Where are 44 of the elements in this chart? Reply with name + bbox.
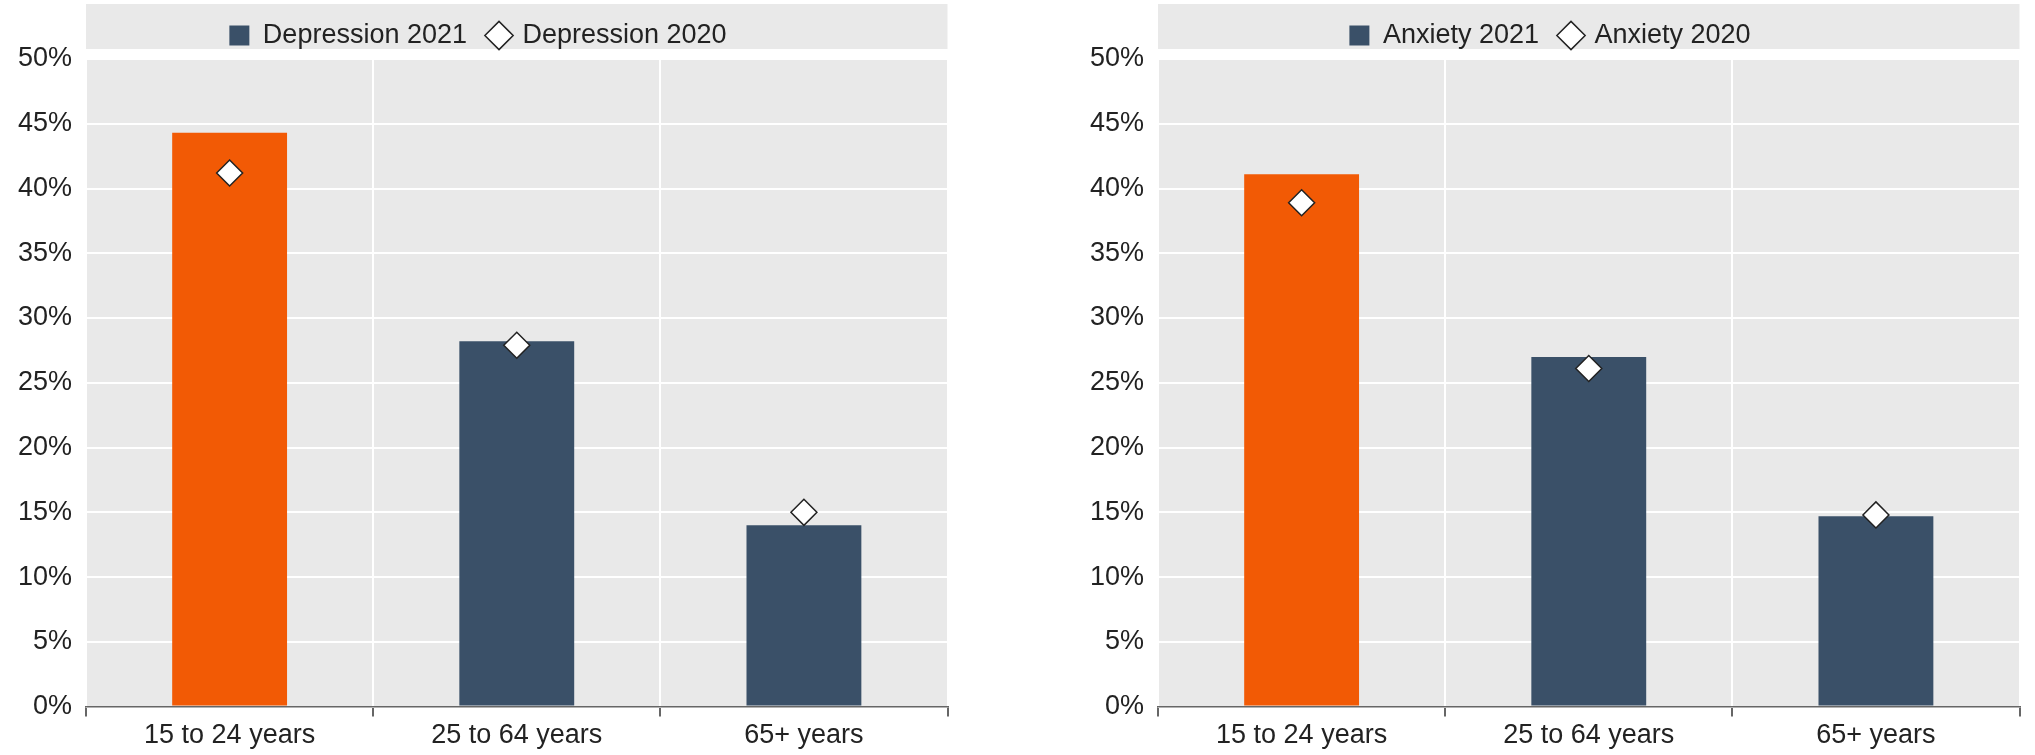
- y-tick-label: 0%: [1105, 690, 1145, 721]
- legend-label: Depression 2021: [262, 18, 468, 49]
- bar: [1531, 356, 1647, 706]
- y-tick-label: 5%: [1105, 625, 1145, 656]
- x-tick-label: 25 to 64 years: [1503, 719, 1675, 750]
- x-tick-label: 15 to 24 years: [1216, 719, 1388, 750]
- y-tick-label: 25%: [1089, 366, 1145, 397]
- legend-label: Anxiety 2020: [1594, 18, 1751, 49]
- y-tick-label: 10%: [17, 560, 73, 591]
- bar: [746, 525, 862, 706]
- y-tick-label: 25%: [17, 366, 73, 397]
- y-tick-label: 15%: [17, 495, 73, 526]
- y-tick-label: 20%: [17, 431, 73, 462]
- point: [790, 498, 818, 527]
- bar: [1244, 174, 1360, 706]
- y-tick-label: 30%: [1089, 301, 1145, 332]
- y-tick-label: 20%: [1089, 431, 1145, 462]
- y-tick-label: 40%: [1089, 171, 1145, 202]
- x-tick-label: 65+ years: [744, 719, 864, 750]
- y-tick-label: 45%: [1089, 107, 1145, 138]
- point: [1287, 189, 1316, 217]
- point: [215, 159, 244, 187]
- point: [1862, 501, 1890, 529]
- y-tick-label: 0%: [33, 690, 73, 721]
- bar: [172, 132, 288, 706]
- y-tick-label: 30%: [17, 301, 73, 332]
- y-tick-label: 5%: [33, 625, 73, 656]
- point: [1575, 354, 1603, 383]
- y-tick-label: 45%: [17, 107, 73, 138]
- x-tick-label: 65+ years: [1816, 719, 1936, 750]
- x-tick-label: 25 to 64 years: [431, 719, 603, 750]
- legend-label: Depression 2020: [522, 18, 727, 49]
- point: [503, 331, 531, 359]
- bar: [459, 341, 575, 706]
- y-tick-label: 15%: [1089, 495, 1145, 526]
- legend-label: Anxiety 2021: [1382, 18, 1539, 49]
- bar: [1818, 516, 1934, 706]
- x-tick-label: 15 to 24 years: [144, 719, 316, 750]
- y-tick-label: 35%: [1089, 236, 1145, 267]
- y-tick-label: 40%: [17, 171, 73, 202]
- y-tick-label: 50%: [17, 42, 73, 73]
- y-tick-label: 10%: [1089, 560, 1145, 591]
- y-tick-label: 50%: [1089, 42, 1145, 73]
- y-tick-label: 35%: [17, 236, 73, 267]
